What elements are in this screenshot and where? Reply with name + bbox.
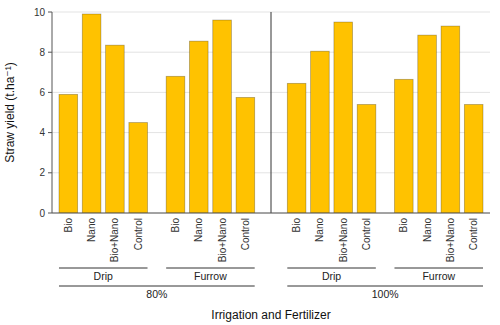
y-tick-label: 2 bbox=[39, 167, 45, 178]
level-bracket bbox=[287, 286, 483, 287]
chart: 0 2 4 6 8 10 Bio Nano Bio+Nano Control Bio Nano Bio+… bbox=[0, 0, 500, 325]
bar bbox=[311, 51, 330, 213]
x-tick-label: Nano bbox=[193, 218, 204, 242]
x-tick-label: Nano bbox=[314, 218, 325, 242]
bar bbox=[106, 45, 125, 213]
y-tick bbox=[48, 92, 52, 93]
x-tick-label: Bio+Nano bbox=[217, 218, 228, 263]
y-axis bbox=[52, 12, 53, 213]
group-bracket bbox=[59, 268, 148, 269]
y-tick-label: 0 bbox=[39, 208, 45, 219]
group-label: Drip bbox=[94, 270, 113, 282]
y-tick bbox=[48, 12, 52, 13]
x-tick-label: Control bbox=[361, 218, 372, 250]
y-tick-label: 4 bbox=[39, 127, 45, 138]
y-tick-label: 8 bbox=[39, 47, 45, 58]
x-tick-label: Bio+Nano bbox=[109, 218, 120, 263]
y-tick bbox=[48, 213, 52, 214]
x-tick-label: Bio bbox=[398, 218, 409, 233]
group-bracket bbox=[166, 268, 255, 269]
x-tick-label: Bio bbox=[63, 218, 74, 233]
bar bbox=[82, 14, 101, 213]
group-label: Furrow bbox=[422, 270, 455, 282]
x-axis bbox=[52, 213, 490, 214]
x-tick-label: Bio bbox=[170, 218, 181, 233]
bar bbox=[357, 104, 376, 213]
x-axis-label: Irrigation and Fertilizer bbox=[211, 308, 330, 322]
y-tick bbox=[48, 132, 52, 133]
x-tick-label: Control bbox=[240, 218, 251, 250]
y-tick bbox=[48, 52, 52, 53]
grid-line bbox=[52, 213, 490, 214]
x-tick-label: Bio bbox=[291, 218, 302, 233]
y-axis-label: Straw yield (t.ha⁻¹) bbox=[3, 62, 17, 162]
bar bbox=[166, 76, 185, 213]
x-tick-label: Bio+Nano bbox=[338, 218, 349, 263]
bar bbox=[59, 94, 78, 213]
level-label: 100% bbox=[372, 288, 399, 300]
bar bbox=[189, 41, 208, 213]
x-tick-label: Control bbox=[133, 218, 144, 250]
group-bracket bbox=[287, 268, 376, 269]
group-label: Furrow bbox=[194, 270, 227, 282]
x-tick-label: Control bbox=[468, 218, 479, 250]
bar bbox=[236, 97, 255, 213]
bar bbox=[334, 22, 353, 213]
bar bbox=[213, 20, 232, 213]
bar bbox=[464, 104, 483, 213]
y-tick-label: 10 bbox=[34, 7, 46, 18]
bar bbox=[287, 83, 306, 213]
x-tick-label: Nano bbox=[422, 218, 433, 242]
bar bbox=[394, 79, 413, 213]
bar bbox=[418, 35, 437, 213]
level-label: 80% bbox=[146, 288, 167, 300]
group-bracket bbox=[394, 268, 483, 269]
bar bbox=[129, 123, 148, 213]
bar bbox=[441, 26, 460, 213]
x-tick-label: Bio+Nano bbox=[445, 218, 456, 263]
y-tick bbox=[48, 172, 52, 173]
y-tick-label: 6 bbox=[39, 87, 45, 98]
x-tick-label: Nano bbox=[86, 218, 97, 242]
level-bracket bbox=[59, 286, 255, 287]
group-label: Drip bbox=[322, 270, 341, 282]
level-separator bbox=[271, 12, 272, 213]
